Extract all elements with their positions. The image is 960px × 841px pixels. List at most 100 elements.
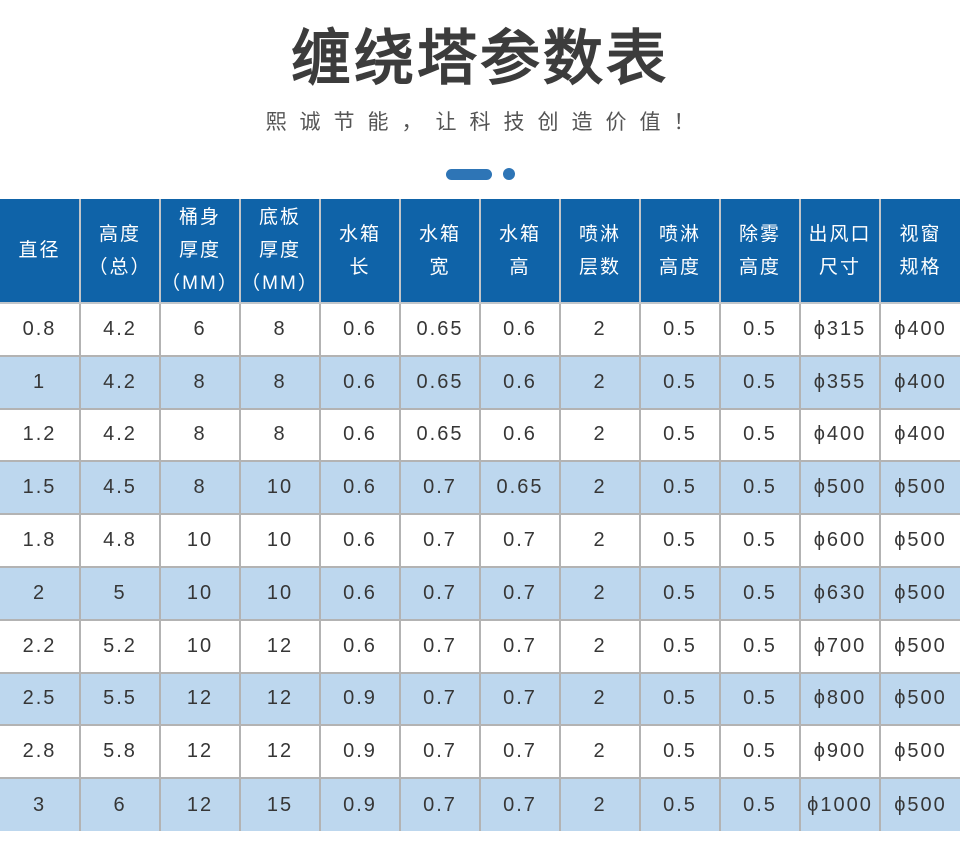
table-cell: 0.5 [639, 407, 721, 463]
table-cell: 0.7 [479, 618, 561, 674]
table-cell: 2 [559, 302, 641, 357]
table-cell: 12 [239, 671, 321, 727]
table-row: 3 6 12 15 0.9 0.7 0.7 2 0.5 0.5 ϕ1000 ϕ500 [0, 777, 960, 831]
column-header: 水箱宽 [399, 199, 481, 304]
table-cell: 0.65 [479, 460, 561, 516]
column-header: 出风口 尺寸 [799, 199, 881, 304]
table-cell: 10 [239, 513, 321, 568]
table-cell: ϕ500 [879, 565, 960, 621]
table-cell: 8 [239, 302, 321, 357]
table-cell: 0.5 [719, 565, 801, 621]
table-cell: 2.2 [0, 618, 81, 674]
column-header: 水箱高 [479, 199, 561, 304]
column-header: 喷淋 高度 [639, 199, 721, 304]
table-cell: 6 [79, 777, 161, 831]
table-cell: 12 [239, 724, 321, 780]
table-cell: 0.5 [719, 513, 801, 568]
table-cell: 8 [239, 354, 321, 410]
table-cell: 8 [159, 354, 241, 410]
table-cell: 1.8 [0, 513, 81, 568]
table-cell: ϕ500 [879, 777, 960, 831]
table-cell: 0.7 [479, 565, 561, 621]
table-cell: 0.7 [399, 460, 481, 516]
table-cell: 0.65 [399, 354, 481, 410]
table-cell: ϕ315 [799, 302, 881, 357]
table-cell: 0.5 [639, 354, 721, 410]
table-cell: 0.9 [319, 777, 401, 831]
table-cell: 2 [0, 565, 81, 621]
table-cell: 0.65 [399, 302, 481, 357]
table-cell: 0.7 [399, 724, 481, 780]
table-cell: 4.8 [79, 513, 161, 568]
table-cell: 5.2 [79, 618, 161, 674]
table-cell: 0.9 [319, 724, 401, 780]
table-cell: ϕ1000 [799, 777, 881, 831]
table-cell: 0.6 [319, 513, 401, 568]
table-cell: 0.5 [639, 724, 721, 780]
table-cell: 8 [159, 460, 241, 516]
table-cell: 5 [79, 565, 161, 621]
table-cell: 0.7 [399, 671, 481, 727]
table-cell: ϕ400 [879, 354, 960, 410]
table-cell: ϕ355 [799, 354, 881, 410]
table-cell: ϕ700 [799, 618, 881, 674]
table-cell: ϕ600 [799, 513, 881, 568]
parameters-table: 直径 高度 （总） 桶身 厚度 （MM） 底板 厚度 （MM） 水箱长水箱宽水箱高喷淋 层数 喷淋 高度… [0, 199, 960, 831]
page-subtitle: 熙诚节能，让科技创造价值！ [265, 111, 708, 134]
table-cell: 2.8 [0, 724, 81, 780]
table-cell: ϕ800 [799, 671, 881, 727]
table-cell: 0.6 [319, 302, 401, 357]
column-header: 高度 （总） [79, 199, 161, 304]
table-cell: 0.5 [719, 407, 801, 463]
table-cell: 0.7 [479, 671, 561, 727]
table-cell: 3 [0, 777, 81, 831]
table-cell: 5.5 [79, 671, 161, 727]
table-cell: 0.5 [719, 460, 801, 516]
table-cell: 4.5 [79, 460, 161, 516]
table-cell: 0.5 [639, 618, 721, 674]
table-cell: 0.5 [639, 513, 721, 568]
table-cell: 0.5 [639, 777, 721, 831]
table-cell: 0.5 [639, 460, 721, 516]
table-cell: 4.2 [79, 407, 161, 463]
table-cell: 4.2 [79, 354, 161, 410]
table-row: 1.2 4.2 8 8 0.6 0.65 0.6 2 0.5 0.5 ϕ400 ϕ400 [0, 407, 960, 463]
table-cell: 0.5 [719, 777, 801, 831]
table-cell: 0.7 [479, 777, 561, 831]
table-cell: 0.5 [719, 724, 801, 780]
column-header: 除雾 高度 [719, 199, 801, 304]
page-header: 缠绕塔参数表 熙诚节能，让科技创造价值！ [0, 0, 960, 180]
table-cell: 0.9 [319, 671, 401, 727]
table-cell: 1 [0, 354, 81, 410]
table-cell: 0.6 [479, 354, 561, 410]
table-cell: 2 [559, 724, 641, 780]
table-cell: 0.7 [399, 513, 481, 568]
table-cell: 0.5 [719, 618, 801, 674]
table-cell: 0.5 [639, 565, 721, 621]
table-cell: ϕ900 [799, 724, 881, 780]
table-cell: 12 [159, 671, 241, 727]
table-cell: 0.7 [479, 513, 561, 568]
table-body: 0.8 4.2 6 8 0.6 0.65 0.6 2 0.5 0.5 ϕ315 ϕ400 1 4.2 8 8 0… [0, 302, 960, 831]
table-cell: 1.2 [0, 407, 81, 463]
table-cell: 12 [159, 777, 241, 831]
table-row: 0.8 4.2 6 8 0.6 0.65 0.6 2 0.5 0.5 ϕ315 ϕ400 [0, 302, 960, 357]
table-cell: 2 [559, 777, 641, 831]
table-cell: 2 [559, 513, 641, 568]
title-divider [0, 168, 960, 180]
table-cell: 2 [559, 407, 641, 463]
table-cell: 0.5 [719, 671, 801, 727]
table-cell: 8 [159, 407, 241, 463]
table-row: 1.5 4.5 8 10 0.6 0.7 0.65 2 0.5 0.5 ϕ500 ϕ500 [0, 460, 960, 516]
table-cell: ϕ400 [879, 407, 960, 463]
column-header: 桶身 厚度 （MM） [159, 199, 241, 304]
table-cell: 0.6 [319, 565, 401, 621]
table-cell: 0.7 [479, 724, 561, 780]
table-cell: 0.5 [639, 671, 721, 727]
table-cell: ϕ500 [879, 618, 960, 674]
table-cell: 2 [559, 565, 641, 621]
column-header: 喷淋 层数 [559, 199, 641, 304]
table-cell: 0.8 [0, 302, 81, 357]
table-cell: 0.5 [719, 302, 801, 357]
table-header: 直径 高度 （总） 桶身 厚度 （MM） 底板 厚度 （MM） 水箱长水箱宽水箱高喷淋 层数 喷淋 高度… [0, 199, 960, 304]
